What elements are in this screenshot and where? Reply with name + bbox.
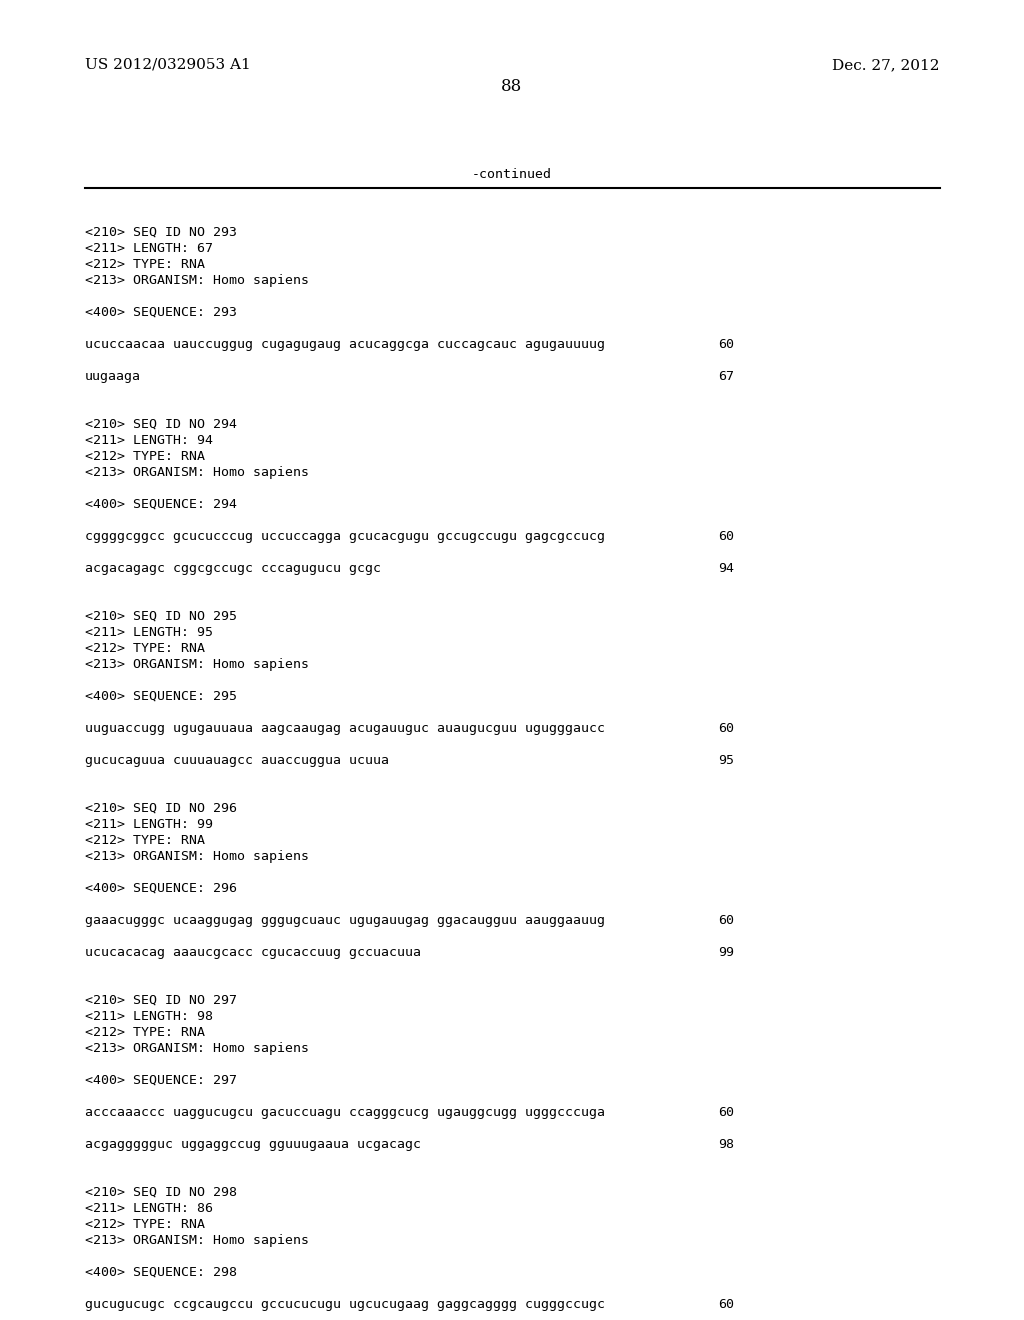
Text: 67: 67 xyxy=(718,370,734,383)
Text: <400> SEQUENCE: 295: <400> SEQUENCE: 295 xyxy=(85,690,237,704)
Text: cggggcggcc gcucucccug uccuccagga gcucacgugu gccugccugu gagcgccucg: cggggcggcc gcucucccug uccuccagga gcucacg… xyxy=(85,531,605,543)
Text: <211> LENGTH: 98: <211> LENGTH: 98 xyxy=(85,1010,213,1023)
Text: <212> TYPE: RNA: <212> TYPE: RNA xyxy=(85,1218,205,1232)
Text: <213> ORGANISM: Homo sapiens: <213> ORGANISM: Homo sapiens xyxy=(85,1234,309,1247)
Text: ucucacacag aaaucgcacc cgucaccuug gccuacuua: ucucacacag aaaucgcacc cgucaccuug gccuacu… xyxy=(85,946,421,960)
Text: <210> SEQ ID NO 296: <210> SEQ ID NO 296 xyxy=(85,803,237,814)
Text: 98: 98 xyxy=(718,1138,734,1151)
Text: <211> LENGTH: 94: <211> LENGTH: 94 xyxy=(85,434,213,447)
Text: acccaaaccc uaggucugcu gacuccuagu ccagggcucg ugauggcugg ugggcccuga: acccaaaccc uaggucugcu gacuccuagu ccagggc… xyxy=(85,1106,605,1119)
Text: 60: 60 xyxy=(718,1106,734,1119)
Text: 60: 60 xyxy=(718,531,734,543)
Text: <211> LENGTH: 86: <211> LENGTH: 86 xyxy=(85,1203,213,1214)
Text: 60: 60 xyxy=(718,338,734,351)
Text: <210> SEQ ID NO 294: <210> SEQ ID NO 294 xyxy=(85,418,237,432)
Text: <210> SEQ ID NO 295: <210> SEQ ID NO 295 xyxy=(85,610,237,623)
Text: gucugucugc ccgcaugccu gccucucugu ugcucugaag gaggcagggg cugggccugc: gucugucugc ccgcaugccu gccucucugu ugcucug… xyxy=(85,1298,605,1311)
Text: 99: 99 xyxy=(718,946,734,960)
Text: <213> ORGANISM: Homo sapiens: <213> ORGANISM: Homo sapiens xyxy=(85,657,309,671)
Text: <211> LENGTH: 67: <211> LENGTH: 67 xyxy=(85,242,213,255)
Text: uuguaccugg ugugauuaua aagcaaugag acugauuguc auaugucguu ugugggaucc: uuguaccugg ugugauuaua aagcaaugag acugauu… xyxy=(85,722,605,735)
Text: <400> SEQUENCE: 298: <400> SEQUENCE: 298 xyxy=(85,1266,237,1279)
Text: US 2012/0329053 A1: US 2012/0329053 A1 xyxy=(85,58,251,73)
Text: <212> TYPE: RNA: <212> TYPE: RNA xyxy=(85,450,205,463)
Text: 95: 95 xyxy=(718,754,734,767)
Text: ucuccaacaa uauccuggug cugagugaug acucaggcga cuccagcauc agugauuuug: ucuccaacaa uauccuggug cugagugaug acucagg… xyxy=(85,338,605,351)
Text: uugaaga: uugaaga xyxy=(85,370,141,383)
Text: <400> SEQUENCE: 294: <400> SEQUENCE: 294 xyxy=(85,498,237,511)
Text: 60: 60 xyxy=(718,913,734,927)
Text: <213> ORGANISM: Homo sapiens: <213> ORGANISM: Homo sapiens xyxy=(85,466,309,479)
Text: <211> LENGTH: 95: <211> LENGTH: 95 xyxy=(85,626,213,639)
Text: <400> SEQUENCE: 296: <400> SEQUENCE: 296 xyxy=(85,882,237,895)
Text: <400> SEQUENCE: 297: <400> SEQUENCE: 297 xyxy=(85,1074,237,1086)
Text: 60: 60 xyxy=(718,722,734,735)
Text: <213> ORGANISM: Homo sapiens: <213> ORGANISM: Homo sapiens xyxy=(85,275,309,286)
Text: <400> SEQUENCE: 293: <400> SEQUENCE: 293 xyxy=(85,306,237,319)
Text: <212> TYPE: RNA: <212> TYPE: RNA xyxy=(85,642,205,655)
Text: <213> ORGANISM: Homo sapiens: <213> ORGANISM: Homo sapiens xyxy=(85,1041,309,1055)
Text: Dec. 27, 2012: Dec. 27, 2012 xyxy=(833,58,940,73)
Text: acgaggggguc uggaggccug gguuugaaua ucgacagc: acgaggggguc uggaggccug gguuugaaua ucgaca… xyxy=(85,1138,421,1151)
Text: 88: 88 xyxy=(502,78,522,95)
Text: 60: 60 xyxy=(718,1298,734,1311)
Text: <212> TYPE: RNA: <212> TYPE: RNA xyxy=(85,257,205,271)
Text: <210> SEQ ID NO 298: <210> SEQ ID NO 298 xyxy=(85,1185,237,1199)
Text: -continued: -continued xyxy=(472,168,552,181)
Text: 94: 94 xyxy=(718,562,734,576)
Text: gaaacugggc ucaaggugag gggugcuauc ugugauugag ggacaugguu aauggaauug: gaaacugggc ucaaggugag gggugcuauc ugugauu… xyxy=(85,913,605,927)
Text: <213> ORGANISM: Homo sapiens: <213> ORGANISM: Homo sapiens xyxy=(85,850,309,863)
Text: acgacagagc cggcgccugc cccagugucu gcgc: acgacagagc cggcgccugc cccagugucu gcgc xyxy=(85,562,381,576)
Text: gucucaguua cuuuauagcc auaccuggua ucuua: gucucaguua cuuuauagcc auaccuggua ucuua xyxy=(85,754,389,767)
Text: <211> LENGTH: 99: <211> LENGTH: 99 xyxy=(85,818,213,832)
Text: <210> SEQ ID NO 293: <210> SEQ ID NO 293 xyxy=(85,226,237,239)
Text: <210> SEQ ID NO 297: <210> SEQ ID NO 297 xyxy=(85,994,237,1007)
Text: <212> TYPE: RNA: <212> TYPE: RNA xyxy=(85,834,205,847)
Text: <212> TYPE: RNA: <212> TYPE: RNA xyxy=(85,1026,205,1039)
